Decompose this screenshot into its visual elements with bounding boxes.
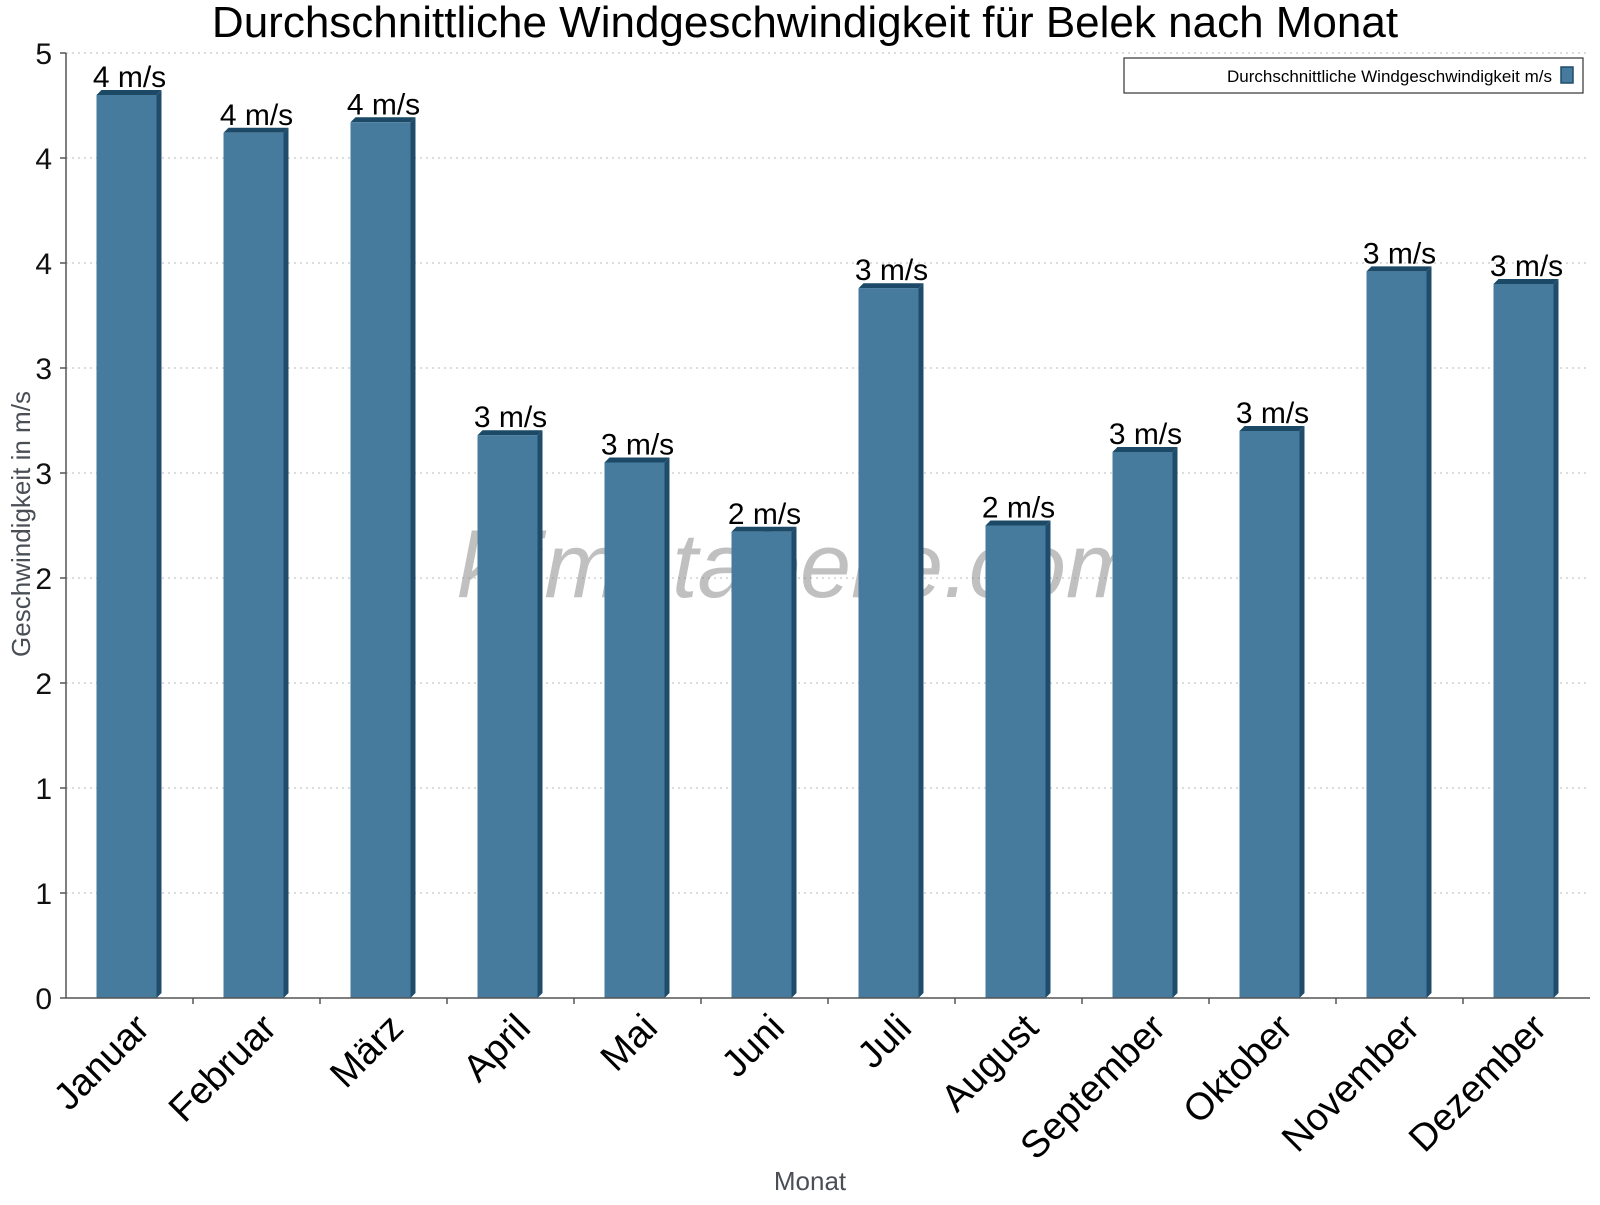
bar-value-label: 3 m/s xyxy=(474,401,547,434)
bar-side xyxy=(537,430,543,998)
bar-value-label: 3 m/s xyxy=(1236,397,1309,430)
legend-swatch xyxy=(1560,66,1574,84)
x-tick-label: Mai xyxy=(593,1007,666,1080)
y-tick-label: 2 xyxy=(35,563,52,596)
y-tick-label: 0 xyxy=(35,983,52,1016)
bar-value-label: 2 m/s xyxy=(728,498,801,531)
x-tick-label: April xyxy=(455,1007,538,1090)
bar xyxy=(223,132,284,999)
x-tick-label: Oktober xyxy=(1176,1006,1302,1132)
y-tick-label: 2 xyxy=(35,668,52,701)
y-tick-label: 3 xyxy=(35,458,52,491)
bar-top xyxy=(858,283,924,289)
bar-value-label: 4 m/s xyxy=(93,61,166,94)
bar-top xyxy=(96,90,162,95)
y-tick-label: 1 xyxy=(35,773,52,806)
x-tick-label: Februar xyxy=(161,1006,285,1130)
bar-top xyxy=(985,520,1051,526)
x-tick-label: Juni xyxy=(714,1007,793,1086)
bar xyxy=(477,435,538,998)
chart-title: Durchschnittliche Windgeschwindigkeit fü… xyxy=(212,0,1398,47)
bar-top xyxy=(1493,279,1559,284)
y-tick-label: 1 xyxy=(35,878,52,911)
bar-value-label: 4 m/s xyxy=(347,88,420,121)
bar-side xyxy=(1553,279,1559,998)
bar-value-label: 4 m/s xyxy=(220,99,293,132)
bar xyxy=(1493,284,1554,998)
bar-side xyxy=(1426,266,1432,998)
bar-top xyxy=(1239,426,1305,431)
x-tick-label: November xyxy=(1274,1006,1428,1160)
bar xyxy=(858,288,919,998)
x-tick-label: August xyxy=(934,1006,1048,1120)
bar xyxy=(350,122,411,999)
bar-value-labels: 4 m/s 4 m/s 4 m/s 3 m/s 3 m/s 2 m/s 3 m/s 2 m/s… xyxy=(93,61,1563,531)
bar xyxy=(1112,452,1173,998)
bar xyxy=(985,525,1046,998)
bar-value-label: 3 m/s xyxy=(1109,418,1182,451)
bar-value-label: 3 m/s xyxy=(1363,237,1436,270)
bar-side xyxy=(791,526,797,998)
bar-top xyxy=(731,526,797,532)
bar-value-label: 2 m/s xyxy=(982,492,1055,525)
x-tick-label: Januar xyxy=(46,1006,158,1118)
bar-side xyxy=(1299,426,1305,998)
bar-value-label: 3 m/s xyxy=(855,254,928,287)
bar xyxy=(731,531,792,998)
bar-side xyxy=(664,457,670,998)
x-tick-label: Juli xyxy=(850,1007,920,1077)
legend-entry-label: Durchschnittliche Windgeschwindigkeit m/… xyxy=(1227,67,1552,86)
x-axis-title: Monat xyxy=(774,1166,847,1196)
legend-box xyxy=(1123,57,1584,94)
bar-value-label: 3 m/s xyxy=(1490,250,1563,283)
bar-top xyxy=(1366,266,1432,272)
bar xyxy=(1239,431,1300,998)
x-tick-label: Dezember xyxy=(1401,1006,1555,1160)
y-tick-label: 4 xyxy=(35,143,52,176)
y-axis-ticks: 0 1 1 2 2 3 3 4 4 5 xyxy=(35,38,66,1016)
grid-lines xyxy=(66,52,1590,894)
bar xyxy=(96,95,157,998)
y-axis-title: Geschwindigkeit in m/s xyxy=(6,391,36,657)
bar-side xyxy=(1172,447,1178,998)
y-tick-label: 4 xyxy=(35,248,52,281)
bar-top xyxy=(350,117,416,123)
bar-side xyxy=(156,90,162,998)
legend: Durchschnittliche Windgeschwindigkeit m/… xyxy=(1123,57,1584,94)
bar-value-label: 3 m/s xyxy=(601,429,674,462)
bar-side xyxy=(1045,520,1051,998)
bar-side xyxy=(283,127,289,999)
y-tick-label: 5 xyxy=(35,38,52,71)
bar-top xyxy=(477,430,543,436)
bar-top xyxy=(604,457,670,463)
bars xyxy=(96,90,1559,999)
x-axis-ticks: Januar Februar März April Mai Juni Juli AugustS… xyxy=(46,998,1555,1168)
bar-top xyxy=(1112,447,1178,452)
bar xyxy=(1366,271,1427,998)
bar-side xyxy=(410,117,416,999)
bar-side xyxy=(918,283,924,998)
x-tick-label: März xyxy=(322,1007,411,1096)
bar xyxy=(604,462,665,998)
bar-top xyxy=(223,127,289,133)
y-tick-label: 3 xyxy=(35,353,52,386)
